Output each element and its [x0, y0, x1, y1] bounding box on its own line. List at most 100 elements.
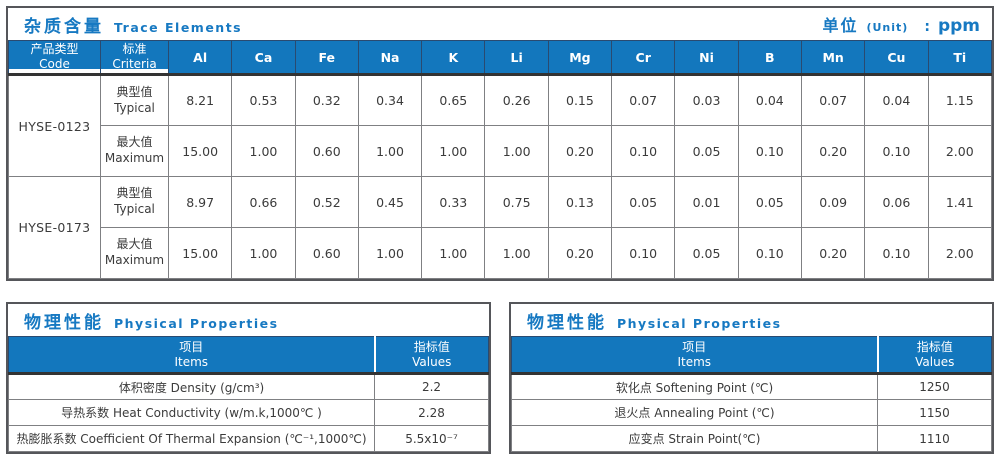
trace-value-cell-ti: 2.00: [927, 227, 993, 279]
trace-value-cell-fe: 0.32: [294, 74, 359, 126]
items-header-zh: 项目: [179, 339, 204, 354]
trace-value-cell-k: 0.33: [421, 176, 486, 228]
property-item-cell: 体积密度 Density (g/cm³): [8, 373, 375, 400]
physical-properties-section: 物理性能 Physical Properties 项目 Items 指标值 Va…: [6, 302, 994, 454]
trace-value-cell-li: 1.00: [484, 227, 549, 279]
element-column-header-fe: Fe: [294, 40, 359, 76]
items-column-header: 项目 Items: [8, 336, 375, 375]
values-column-header: 指标值 Values: [876, 336, 992, 375]
property-value-cell: 2.2: [374, 373, 489, 400]
trace-value-cell-fe: 0.60: [294, 227, 359, 279]
trace-value-cell-ti: 1.41: [927, 176, 993, 228]
property-item-cell: 导热系数 Heat Conductivity (w/m.k,1000℃ ): [8, 399, 375, 426]
trace-value-cell-ti: 1.15: [927, 74, 993, 126]
criteria-label-zh: 典型值: [116, 84, 153, 99]
property-value-cell: 1150: [877, 399, 992, 426]
items-header-zh: 项目: [682, 339, 707, 354]
trace-elements-title: 杂质含量 Trace Elements: [24, 12, 242, 37]
trace-value-cell-ca: 0.53: [231, 74, 296, 126]
column-header-criteria: 标准 Criteria: [100, 40, 169, 76]
trace-value-cell-mn: 0.09: [800, 176, 866, 228]
column-header-code-zh: 产品类型: [30, 42, 79, 56]
trace-value-cell-cr: 0.10: [611, 125, 676, 177]
physical-left-header-row: 项目 Items 指标值 Values: [8, 336, 489, 375]
trace-value-cell-mn: 0.20: [800, 125, 866, 177]
trace-value-cell-al: 8.97: [167, 176, 233, 228]
trace-data-row: HYSE-0173 典型值 Typical 8.97 0.66 0.52 0.45 0.33 0…: [8, 176, 993, 279]
trace-value-cell-na: 1.00: [357, 125, 423, 177]
property-value-cell: 5.5x10⁻⁷: [374, 425, 489, 452]
physical-property-row: 退火点 Annealing Point (℃) 1150: [511, 399, 992, 426]
column-header-code-en: Code: [39, 57, 70, 71]
physical-properties-table-left: 项目 Items 指标值 Values 体积密度 Density (g/cm³)…: [8, 336, 489, 452]
criteria-cell: 典型值 Typical: [100, 176, 169, 228]
trace-value-cell-k: 0.65: [421, 74, 486, 126]
trace-value-cell-li: 0.26: [484, 74, 549, 126]
element-column-header-ti: Ti: [927, 40, 993, 76]
values-column-header: 指标值 Values: [373, 336, 489, 375]
criteria-label-en: Maximum: [104, 253, 165, 267]
trace-value-cell-ca: 0.66: [231, 176, 296, 228]
trace-data-row: 最大值 Maximum 15.00 1.00 0.60 1.00 1.00 1.00 0.20 0…: [9, 125, 993, 177]
criteria-cell: 最大值 Maximum: [100, 125, 169, 177]
trace-value-cell-cr: 0.05: [611, 176, 676, 228]
trace-data-row: HYSE-0123 典型值 Typical 8.21 0.53 0.32 0.34 0.65 0…: [8, 74, 993, 177]
criteria-label-en: Typical: [114, 202, 155, 216]
element-column-header-mn: Mn: [800, 40, 866, 76]
physical-left-title-zh: 物理性能: [24, 312, 104, 333]
trace-value-cell-k: 1.00: [421, 227, 486, 279]
criteria-label-zh: 最大值: [116, 237, 153, 252]
items-column-header: 项目 Items: [511, 336, 878, 375]
property-item-cell: 热膨胀系数 Coefficient Of Thermal Expansion (…: [8, 425, 375, 452]
trace-elements-panel: 杂质含量 Trace Elements 单位 (Unit) : ppm 产品类型…: [6, 6, 994, 281]
trace-value-cell-li: 1.00: [484, 125, 549, 177]
items-header-en: Items: [677, 354, 712, 369]
trace-value-cell-mn: 0.20: [800, 227, 866, 279]
property-value-cell: 1110: [877, 425, 992, 452]
element-column-header-ni: Ni: [674, 40, 739, 76]
trace-value-cell-al: 15.00: [167, 227, 233, 279]
trace-value-cell-b: 0.10: [737, 125, 802, 177]
values-header-en: Values: [412, 354, 452, 369]
trace-value-cell-mg: 0.20: [547, 227, 613, 279]
items-header-en: Items: [174, 354, 209, 369]
element-column-header-cu: Cu: [864, 40, 929, 76]
trace-value-cell-mg: 0.15: [547, 74, 613, 126]
element-column-header-al: Al: [167, 40, 233, 76]
trace-value-cell-na: 1.00: [357, 227, 423, 279]
property-item-cell: 软化点 Softening Point (℃): [511, 373, 878, 400]
values-header-zh: 指标值: [413, 339, 450, 354]
column-header-criteria-zh: 标准: [122, 42, 147, 56]
criteria-cell: 典型值 Typical: [100, 74, 169, 126]
trace-elements-table: 产品类型 Code 标准 Criteria Al Ca Fe Na K Li Mg Cr Ni B…: [8, 40, 993, 279]
product-code-cell: HYSE-0173: [8, 176, 101, 279]
unit-label: 单位 (Unit) : ppm: [822, 12, 980, 36]
element-column-header-na: Na: [357, 40, 423, 76]
physical-right-title-en: Physical Properties: [617, 315, 782, 331]
criteria-label-en: Maximum: [104, 151, 165, 165]
physical-left-title: 物理性能 Physical Properties: [24, 308, 279, 333]
trace-elements-title-row: 杂质含量 Trace Elements 单位 (Unit) : ppm: [8, 8, 992, 40]
property-value-cell: 2.28: [374, 399, 489, 426]
product-code-cell: HYSE-0123: [8, 74, 101, 177]
unit-value: ppm: [937, 16, 980, 36]
trace-value-cell-mn: 0.07: [800, 74, 866, 126]
trace-value-cell-cu: 0.04: [864, 74, 929, 126]
property-item-cell: 退火点 Annealing Point (℃): [511, 399, 878, 426]
element-column-header-mg: Mg: [547, 40, 613, 76]
trace-value-cell-al: 15.00: [167, 125, 233, 177]
trace-value-cell-na: 0.34: [357, 74, 423, 126]
criteria-label-zh: 典型值: [116, 186, 153, 201]
property-value-cell: 1250: [877, 373, 992, 400]
physical-property-row: 应变点 Strain Point(℃) 1110: [511, 425, 992, 452]
trace-value-cell-al: 8.21: [167, 74, 233, 126]
element-column-header-k: K: [421, 40, 486, 76]
trace-value-cell-ni: 0.03: [674, 74, 739, 126]
physical-right-title-zh: 物理性能: [527, 312, 607, 333]
trace-value-cell-li: 0.75: [484, 176, 549, 228]
criteria-label-en: Typical: [114, 100, 155, 115]
trace-value-cell-fe: 0.60: [294, 125, 359, 177]
trace-data-row: 最大值 Maximum 15.00 1.00 0.60 1.00 1.00 1.00 0.20 0…: [9, 227, 993, 279]
trace-value-cell-fe: 0.52: [294, 176, 359, 228]
trace-value-cell-mg: 0.13: [547, 176, 613, 228]
